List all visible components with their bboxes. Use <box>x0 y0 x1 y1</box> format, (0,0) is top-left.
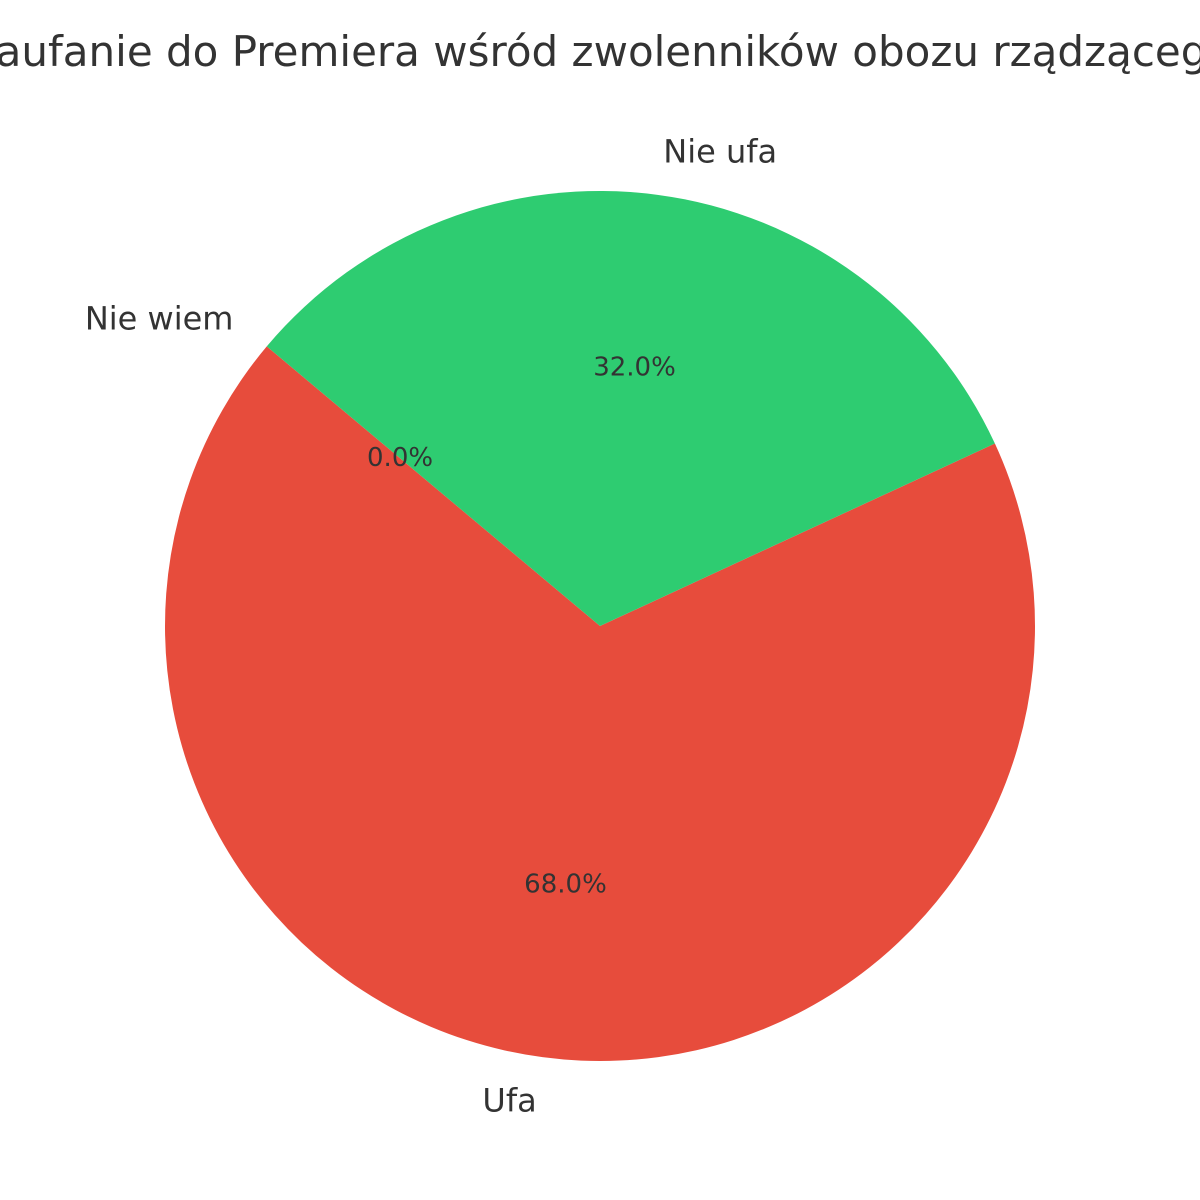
percent-label-nie-wiem: 0.0% <box>367 443 433 473</box>
percent-label-ufa: 68.0% <box>524 870 607 900</box>
percent-label-nie-ufa: 32.0% <box>593 352 676 382</box>
chart-title: Zaufanie do Premiera wśród zwolenników o… <box>0 27 1200 76</box>
pie-slice-ufa <box>164 346 1035 1061</box>
pie-slice-nie-ufa <box>266 190 995 626</box>
pie-slices <box>164 190 1035 1061</box>
slice-label-nie-wiem: Nie wiem <box>85 299 234 337</box>
pie-labels: Ufa 68.0% Nie ufa 32.0% Nie wiem 0.0% <box>85 133 777 1120</box>
slice-label-nie-ufa: Nie ufa <box>663 133 777 171</box>
slice-label-ufa: Ufa <box>482 1081 536 1119</box>
